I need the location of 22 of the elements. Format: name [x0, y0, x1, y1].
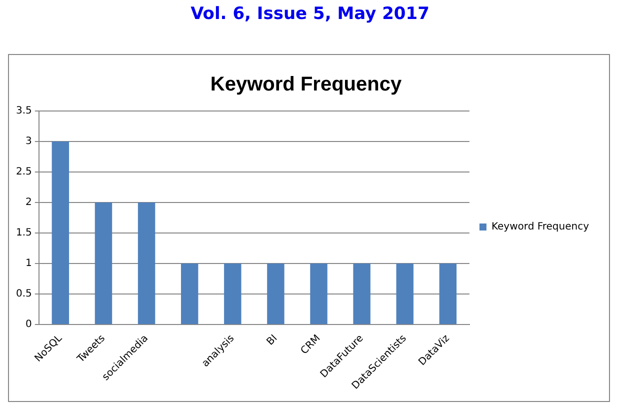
- bar: [52, 142, 70, 324]
- y-tick-label: 1.5: [16, 228, 32, 239]
- text: Vol. 6, Issue 5, May 2017: [190, 4, 430, 24]
- y-tick-label: 2.5: [16, 166, 32, 178]
- bar: [396, 264, 414, 324]
- y-tick-label: 1: [26, 258, 32, 270]
- bar: [439, 264, 457, 324]
- chart-title: Keyword Frequency: [210, 74, 402, 96]
- bar: [353, 264, 370, 324]
- y-tick-label: 3: [26, 136, 32, 148]
- x-tick-label: BI: [264, 333, 280, 348]
- y-tick-label: 0.5: [16, 288, 32, 300]
- bar: [180, 264, 198, 324]
- bar: [267, 264, 284, 324]
- y-tick-label: 2: [26, 197, 32, 208]
- y-tick-label: 3.5: [16, 106, 32, 117]
- bar: [138, 202, 156, 324]
- legend-label: Keyword Frequency: [491, 222, 590, 233]
- bar: [94, 202, 112, 324]
- y-tick-label: 0: [26, 319, 32, 330]
- bar: [310, 264, 328, 324]
- bar: [224, 264, 242, 324]
